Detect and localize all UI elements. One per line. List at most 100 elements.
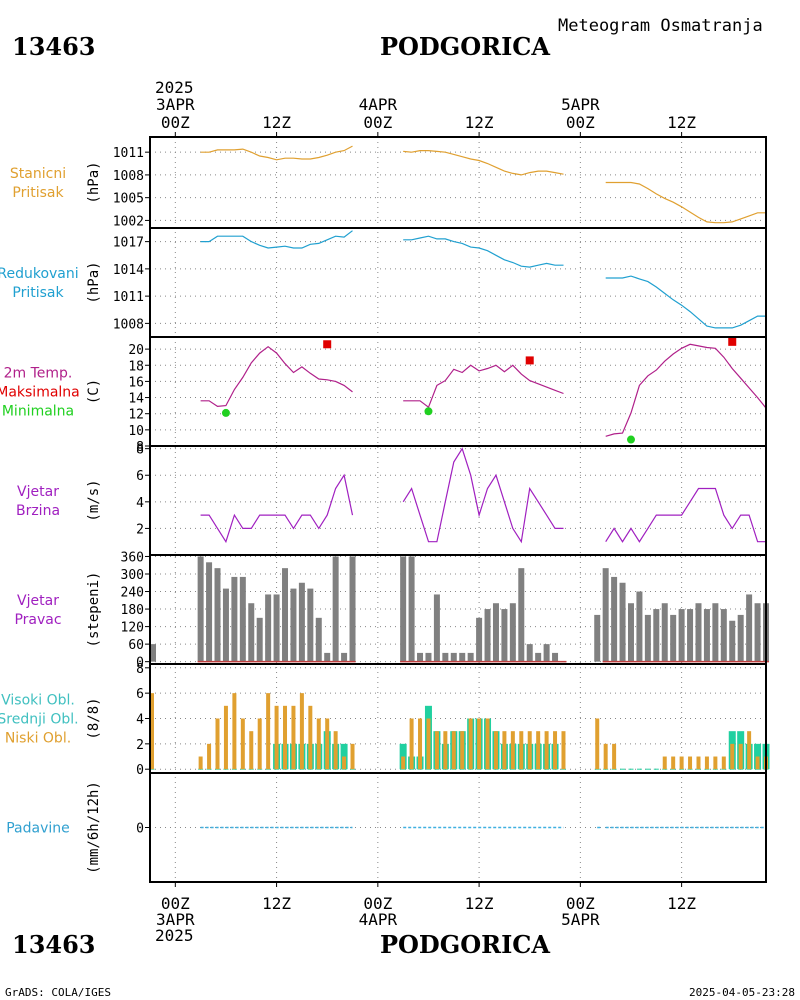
wind-dir-bar-24 (433, 594, 440, 662)
ytick-label-3-3: 8 (136, 443, 144, 458)
wind-dir-bar-56 (729, 620, 736, 662)
wind-dir-bar-28 (467, 652, 474, 662)
ytick-label-1-0: 1008 (113, 317, 144, 332)
cloud-low-bar-14 (308, 705, 313, 770)
ylabel-4: (stepeni) (86, 572, 102, 648)
date-label-bottom-0: 3APR (156, 910, 195, 929)
cloud-low-bar-19 (350, 743, 355, 770)
time-tick-top-0: 00Z (161, 113, 190, 132)
wind-dir-bar-27 (459, 652, 466, 662)
series-line-3-0 (200, 473, 354, 544)
wind-dir-bar-14 (307, 588, 314, 662)
cloud-low-bar-20 (401, 756, 406, 770)
cloud-low-bar-13 (299, 693, 304, 770)
time-tick-top-3: 12Z (465, 113, 494, 132)
ytick-label-5-3: 6 (136, 687, 144, 702)
cloud-low-bar-2 (207, 743, 212, 770)
wind-dir-bar-26 (450, 652, 457, 662)
ytick-label-2-0: 8 (136, 440, 144, 455)
cloud-low-bar-9 (266, 693, 271, 770)
panel-title-1-1: Pritisak (12, 285, 64, 301)
time-tick-bottom-1: 12Z (262, 894, 291, 913)
ytick-label-4-2: 120 (121, 621, 144, 636)
ylabel-3: (m/s) (86, 479, 102, 521)
wind-dir-bar-18 (341, 652, 348, 662)
wind-dir-bar-38 (552, 652, 559, 662)
series-line-0-1 (403, 150, 564, 176)
ylabel-2: (C) (86, 379, 102, 404)
cloud-low-bar-1 (198, 756, 203, 770)
cloud-low-bar-18 (342, 756, 347, 770)
time-tick-bottom-5: 12Z (667, 894, 696, 913)
min-temp-marker-0 (221, 408, 230, 417)
cloud-low-bar-4 (223, 705, 228, 770)
wind-dir-bar-16 (324, 652, 331, 662)
cloud-low-bar-15 (316, 718, 321, 770)
ytick-label-4-3: 180 (121, 603, 144, 618)
panel-title-0-1: Pritisak (12, 185, 64, 201)
wind-dir-bar-34 (518, 568, 525, 662)
cloud-low-bar-35 (527, 731, 532, 770)
cloud-mid-bar-18 (340, 743, 348, 770)
date-label-bottom-4: 5APR (561, 910, 600, 929)
wind-dir-bar-7 (248, 603, 255, 662)
cloud-low-bar-39 (561, 731, 566, 770)
wind-dir-bar-52 (695, 603, 702, 662)
wind-dir-bar-37 (543, 644, 550, 662)
cloud-low-bar-7 (249, 731, 254, 770)
wind-dir-bar-50 (678, 609, 685, 662)
cloud-low-bar-53 (704, 756, 709, 770)
wind-dir-bar-58 (746, 594, 753, 662)
cloud-low-bar-57 (738, 743, 743, 770)
cloud-low-bar-42 (612, 743, 617, 770)
ylabel-1: (hPa) (86, 261, 102, 303)
station-id-top: 13463 (12, 32, 96, 61)
series-line-3-1 (402, 447, 564, 544)
cloud-low-bar-52 (696, 756, 701, 770)
ytick-label-6-0: 0 (136, 822, 144, 837)
cloud-mid-bar-20 (399, 743, 407, 770)
cloud-low-bar-38 (553, 731, 558, 770)
timestamp-label: 2025-04-05-23:28 (689, 986, 795, 999)
wind-dir-bar-35 (526, 644, 533, 662)
wind-dir-bar-59 (754, 603, 761, 662)
frame-layer (145, 132, 767, 887)
date-label-top-2: 4APR (359, 95, 398, 114)
time-tick-top-2: 00Z (363, 113, 392, 132)
cloud-low-bar-41 (603, 743, 608, 770)
series-line-2-2 (605, 343, 767, 437)
ytick-label-5-0: 0 (136, 763, 144, 778)
wind-dir-bar-6 (239, 576, 246, 662)
series-line-1-2 (605, 275, 766, 329)
wind-dir-bar-51 (687, 609, 694, 662)
ytick-label-1-2: 1014 (113, 263, 144, 278)
cloud-low-bar-6 (240, 718, 245, 770)
ytick-label-2-2: 12 (128, 408, 144, 423)
wind-dir-bar-42 (611, 576, 618, 662)
wind-dir-bar-29 (476, 617, 483, 662)
time-tick-bottom-0: 00Z (161, 894, 190, 913)
ylabel-0: (hPa) (86, 161, 102, 203)
cloud-low-bar-37 (544, 731, 549, 770)
min-temp-marker-2 (626, 435, 635, 444)
ytick-label-1-1: 1011 (113, 290, 144, 305)
cloud-low-bar-48 (662, 756, 667, 770)
cloud-low-bar-25 (443, 731, 448, 770)
wind-dir-bar-10 (273, 594, 280, 662)
series-line-1-0 (200, 230, 353, 249)
ytick-label-5-1: 2 (136, 738, 144, 753)
cloud-low-bar-26 (451, 731, 456, 770)
series-line-0-0 (200, 145, 353, 161)
cloud-low-bar-33 (510, 731, 515, 770)
ytick-label-4-0: 0 (136, 656, 144, 671)
cloud-low-bar-24 (434, 731, 439, 770)
date-label-top-0: 3APR (156, 95, 195, 114)
wind-dir-bar-22 (417, 652, 424, 662)
panel-title-3-1: Brzina (16, 503, 60, 519)
series-line-2-0 (200, 345, 353, 408)
ytick-label-2-4: 16 (128, 375, 144, 390)
ytick-label-0-3: 1011 (113, 146, 144, 161)
wind-dir-bar-17 (332, 556, 339, 662)
panel-title-5-1: Srednji Obl. (0, 712, 79, 728)
cloud-low-bar-32 (502, 731, 507, 770)
